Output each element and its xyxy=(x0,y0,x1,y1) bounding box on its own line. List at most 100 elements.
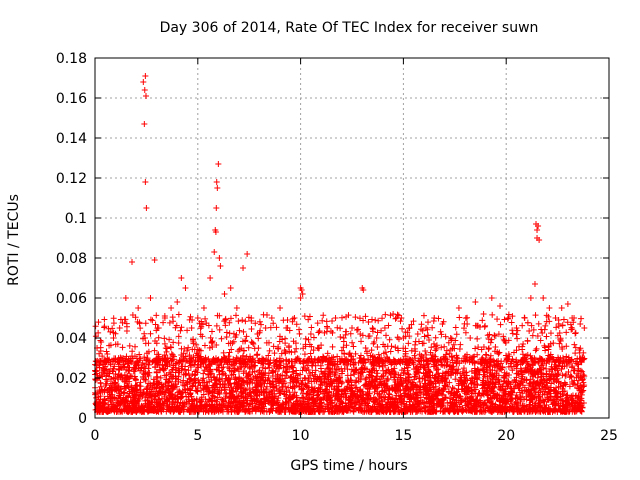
y-tick-label: 0.12 xyxy=(56,171,87,187)
dense-marker-cloud xyxy=(92,311,588,415)
data-point xyxy=(390,311,397,317)
data-point xyxy=(340,335,347,341)
data-point xyxy=(268,315,275,321)
x-tick-label: 25 xyxy=(600,428,618,444)
data-point xyxy=(564,301,571,307)
data-point xyxy=(188,325,195,331)
data-point xyxy=(394,381,401,387)
y-tick-label: 0.04 xyxy=(56,331,87,347)
x-tick-label: 0 xyxy=(91,428,100,444)
data-point xyxy=(98,339,105,345)
data-point xyxy=(531,281,538,287)
data-point xyxy=(307,331,314,337)
data-point xyxy=(142,73,149,79)
data-point xyxy=(216,255,223,261)
x-tick-label: 10 xyxy=(292,428,310,444)
chart-title: Day 306 of 2014, Rate Of TEC Index for r… xyxy=(160,20,539,36)
x-tick-label: 20 xyxy=(497,428,515,444)
data-point xyxy=(332,315,339,321)
data-markers xyxy=(94,73,588,389)
data-point xyxy=(110,335,117,341)
data-point xyxy=(151,257,158,263)
data-point xyxy=(155,325,162,331)
data-point xyxy=(316,345,323,351)
data-point xyxy=(131,365,138,371)
data-point xyxy=(161,315,168,321)
data-point xyxy=(129,259,136,265)
data-point xyxy=(233,305,240,311)
grid-lines xyxy=(95,58,609,418)
data-point xyxy=(227,285,234,291)
plot-frame xyxy=(94,57,610,419)
y-tick-label: 0.02 xyxy=(56,371,87,387)
data-point xyxy=(248,315,255,321)
data-point xyxy=(168,305,175,311)
data-point xyxy=(140,79,147,85)
data-point xyxy=(577,321,584,327)
y-tick-label: 0.06 xyxy=(56,291,87,307)
data-point xyxy=(174,299,181,305)
data-point xyxy=(142,93,149,99)
data-point xyxy=(254,331,261,337)
data-point xyxy=(318,379,325,385)
data-point xyxy=(571,315,578,321)
data-point xyxy=(416,379,423,385)
data-point xyxy=(298,287,305,293)
data-point xyxy=(558,305,565,311)
data-point xyxy=(492,379,499,385)
data-point xyxy=(200,305,207,311)
data-point xyxy=(472,299,479,305)
y-tick-label: 0.08 xyxy=(56,251,87,267)
x-tick-labels: 0 5 10 15 20 25 xyxy=(91,428,618,444)
data-point xyxy=(207,275,214,281)
data-point xyxy=(400,335,407,341)
data-point xyxy=(544,383,551,389)
data-point xyxy=(211,249,218,255)
data-point xyxy=(447,335,454,341)
data-point xyxy=(369,379,376,385)
data-point xyxy=(291,315,298,321)
data-point xyxy=(365,319,372,325)
data-point xyxy=(568,379,575,385)
data-point xyxy=(468,381,475,387)
data-point xyxy=(535,223,542,229)
dense-marker-band xyxy=(92,311,588,415)
data-point xyxy=(215,161,222,167)
data-point xyxy=(213,205,220,211)
data-point xyxy=(182,285,189,291)
data-point xyxy=(240,265,247,271)
data-point xyxy=(112,371,119,377)
x-tick-label: 15 xyxy=(394,428,412,444)
data-point xyxy=(439,321,446,327)
data-point xyxy=(381,325,388,331)
data-point xyxy=(116,325,123,331)
data-point xyxy=(431,315,438,321)
data-point xyxy=(357,331,364,337)
data-point xyxy=(360,287,367,293)
data-point xyxy=(250,375,257,381)
data-point xyxy=(299,291,306,297)
data-point xyxy=(581,325,588,331)
y-tick-label: 0.14 xyxy=(56,131,87,147)
data-point xyxy=(513,325,520,331)
data-point xyxy=(217,263,224,269)
data-point xyxy=(423,325,430,331)
data-point xyxy=(244,251,251,257)
data-point xyxy=(225,375,232,381)
data-point xyxy=(534,235,541,241)
data-point xyxy=(194,315,201,321)
data-point xyxy=(214,185,221,191)
data-point xyxy=(414,331,421,337)
data-point xyxy=(141,121,148,127)
y-tick-label: 0.16 xyxy=(56,91,87,107)
data-point xyxy=(135,305,142,311)
x-axis-label: GPS time / hours xyxy=(290,458,407,474)
data-point xyxy=(480,311,487,317)
data-point xyxy=(497,303,504,309)
data-point xyxy=(104,351,111,357)
data-point xyxy=(441,377,448,383)
data-point xyxy=(297,295,304,301)
data-point xyxy=(153,375,160,381)
y-tick-labels: 0 0.02 0.04 0.06 0.08 0.1 0.12 0.14 0.16 0.18 xyxy=(56,51,87,427)
data-point xyxy=(398,315,405,321)
